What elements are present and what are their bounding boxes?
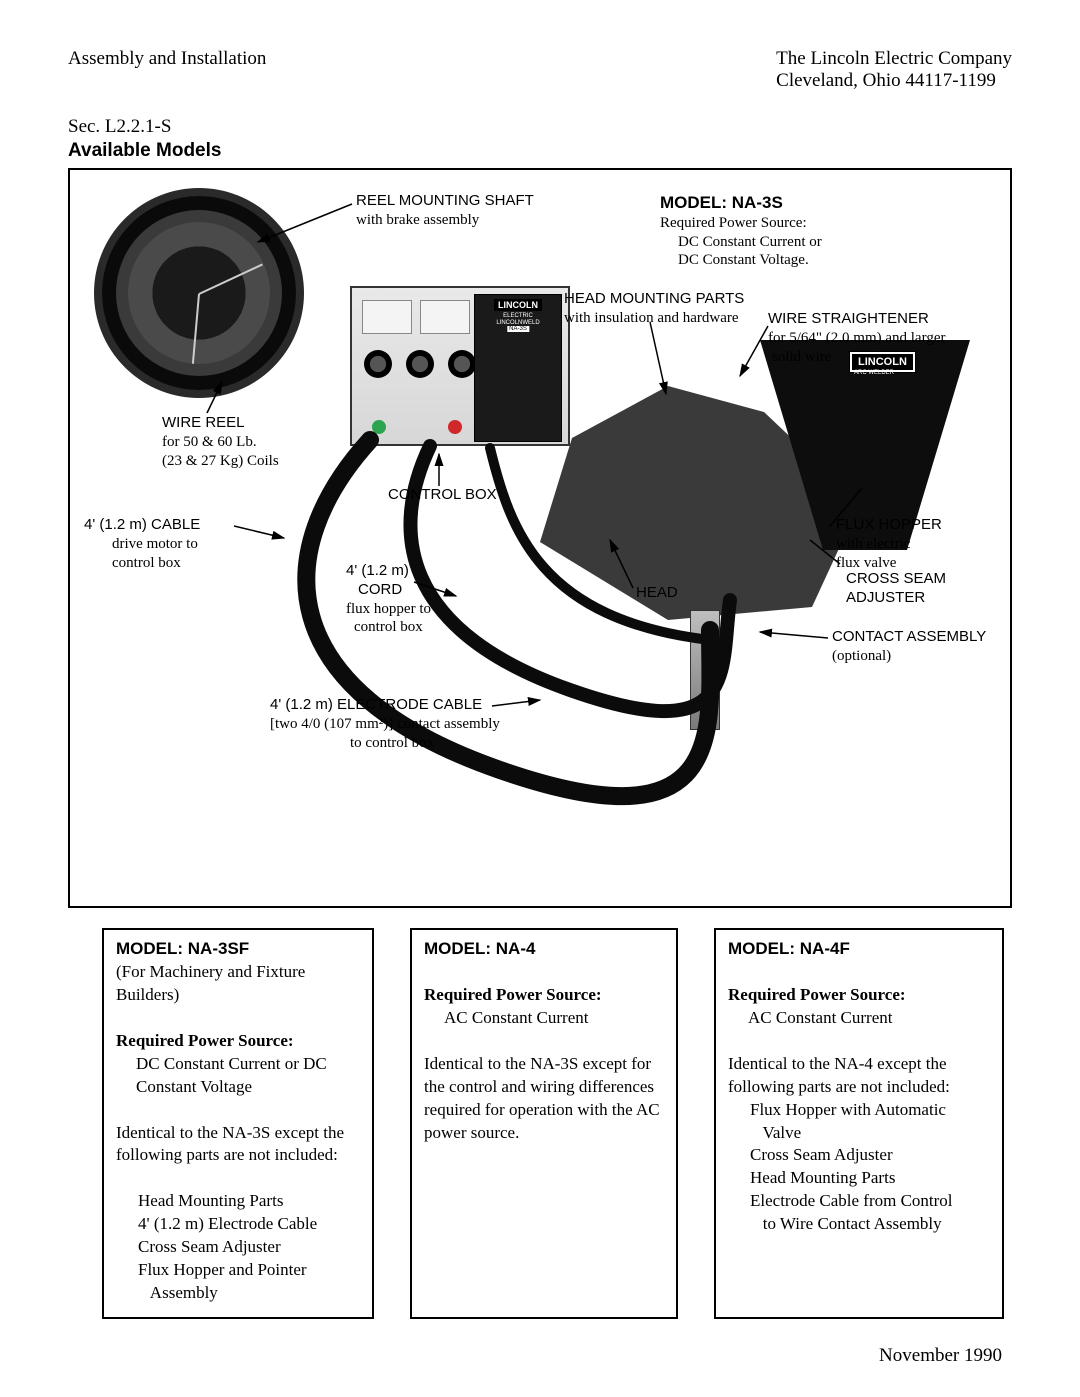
na3sf-rps-heading: Required Power Source:	[116, 1030, 360, 1053]
lincoln-logo-small: LINCOLN	[494, 299, 542, 311]
na4f-title: MODEL: NA-4F	[728, 938, 990, 961]
na4f-excluded-list: Flux Hopper with Automatic Valve Cross S…	[728, 1099, 990, 1237]
label-flux-hopper: FLUX HOPPER with electric flux valve	[836, 516, 942, 572]
model-box-na4: MODEL: NA-4 Required Power Source: AC Co…	[410, 928, 678, 1319]
label-head: HEAD	[636, 584, 678, 603]
control-box-graphic: LINCOLN ELECTRIC LINCOLNWELD NA-3S	[350, 286, 570, 446]
footer-date: November 1990	[879, 1345, 1002, 1367]
model-box-na4f: MODEL: NA-4F Required Power Source: AC C…	[714, 928, 1004, 1319]
na4-desc: Identical to the NA-3S except for the co…	[424, 1053, 664, 1145]
section-code: Sec. L2.2.1-S	[68, 116, 1012, 138]
wire-reel-graphic	[94, 188, 304, 398]
label-contact-assembly: CONTACT ASSEMBLY (optional)	[832, 628, 986, 666]
nozzle-graphic	[690, 610, 720, 730]
model-box-na3sf: MODEL: NA-3SF (For Machinery and Fixture…	[102, 928, 374, 1319]
na4f-desc: Identical to the NA-4 except the followi…	[728, 1053, 990, 1099]
na3sf-rps-body: DC Constant Current or DC Constant Volta…	[116, 1053, 360, 1099]
cb-electric-label: ELECTRIC LINCOLNWELD NA-3S	[496, 313, 539, 333]
arc-welder-label: ARC WELDER	[854, 370, 894, 376]
label-cord: 4' (1.2 m) CORD flux hopper to control b…	[346, 562, 431, 637]
company-name: The Lincoln Electric Company	[776, 48, 1012, 70]
header-left: Assembly and Installation	[68, 48, 266, 92]
models-row: MODEL: NA-3SF (For Machinery and Fixture…	[102, 928, 1008, 1319]
label-electrode-cable: 4' (1.2 m) ELECTRODE CABLE [two 4/0 (107…	[270, 696, 500, 752]
label-reel-shaft: REEL MOUNTING SHAFT with brake assembly	[356, 192, 534, 230]
na3sf-subtitle: (For Machinery and Fixture Builders)	[116, 961, 360, 1007]
na4-rps-heading: Required Power Source:	[424, 984, 664, 1007]
na3sf-desc: Identical to the NA-3S except the follow…	[116, 1122, 360, 1168]
na3sf-title: MODEL: NA-3SF	[116, 938, 360, 961]
label-cross-seam: CROSS SEAM ADJUSTER	[846, 570, 946, 608]
label-control-box: CONTROL BOX	[388, 486, 497, 505]
label-cable: 4' (1.2 m) CABLE drive motor to control …	[84, 516, 200, 572]
label-head-parts: HEAD MOUNTING PARTS with insulation and …	[564, 290, 744, 328]
page-header: Assembly and Installation The Lincoln El…	[68, 48, 1012, 92]
equipment-diagram: LINCOLN ELECTRIC LINCOLNWELD NA-3S LINCO…	[68, 168, 1012, 908]
section-title: Available Models	[68, 140, 1012, 162]
label-wire-straightener: WIRE STRAIGHTENER for 5/64" (2.0 mm) and…	[768, 310, 945, 366]
na4-rps-body: AC Constant Current	[424, 1007, 664, 1030]
na4-title: MODEL: NA-4	[424, 938, 664, 961]
label-model-na3s: MODEL: NA-3S Required Power Source: DC C…	[660, 192, 822, 270]
company-address: Cleveland, Ohio 44117-1199	[776, 70, 1012, 92]
na4f-rps-body: AC Constant Current	[728, 1007, 990, 1030]
header-right: The Lincoln Electric Company Cleveland, …	[776, 48, 1012, 92]
na4f-rps-heading: Required Power Source:	[728, 984, 990, 1007]
na3sf-excluded-list: Head Mounting Parts 4' (1.2 m) Electrode…	[116, 1190, 360, 1305]
label-wire-reel: WIRE REEL for 50 & 60 Lb. (23 & 27 Kg) C…	[162, 414, 279, 470]
